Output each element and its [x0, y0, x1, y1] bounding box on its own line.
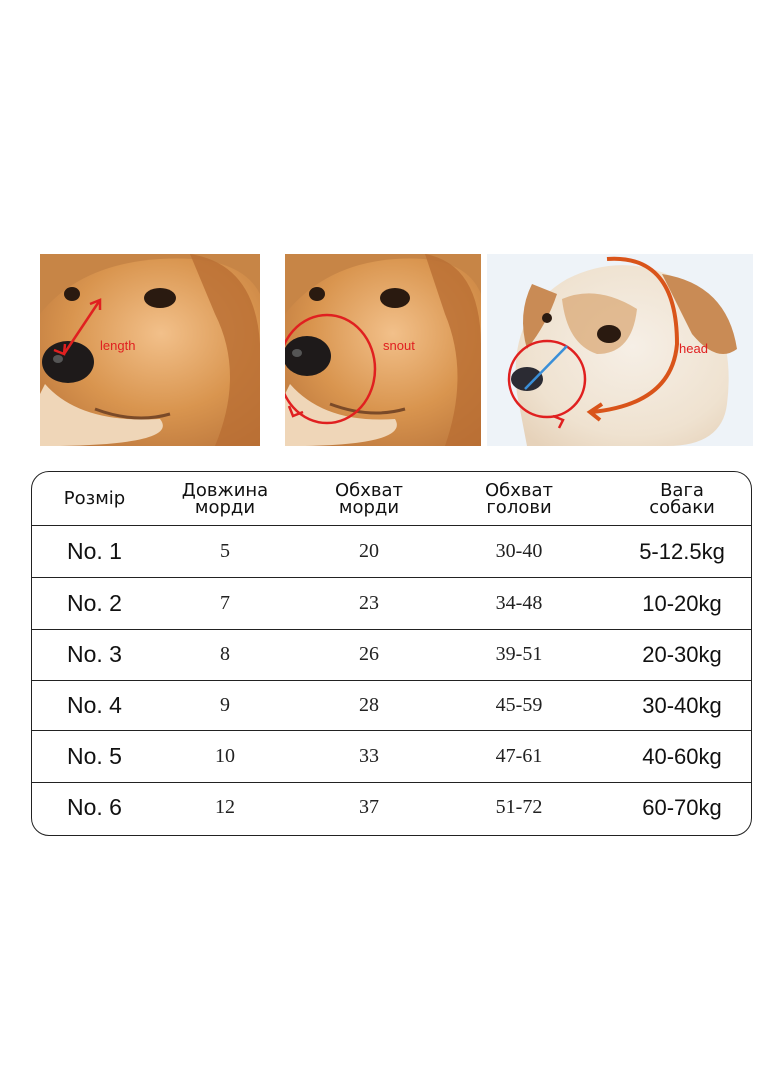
- row-divider: [32, 629, 751, 630]
- cell-size: No. 6: [67, 794, 122, 820]
- dog-photo-length: length: [40, 254, 260, 446]
- cell-snout: 26: [359, 643, 379, 665]
- cell-head: 39-51: [495, 643, 543, 665]
- cell-head: 51-72: [495, 796, 543, 818]
- cell-size: No. 4: [67, 692, 122, 718]
- row-divider: [32, 577, 751, 578]
- row-divider: [32, 730, 751, 731]
- dog-photo-head: head: [487, 254, 753, 446]
- cell-head: 30-40: [495, 540, 543, 562]
- table-row: No. 5 10 33 47-61 40-60kg: [32, 731, 751, 782]
- cell-head: 47-61: [495, 745, 543, 767]
- cell-length: 7: [220, 592, 230, 614]
- table-row: No. 2 7 23 34-48 10-20kg: [32, 578, 751, 629]
- cell-weight: 10-20kg: [642, 590, 722, 616]
- cell-head: 34-48: [495, 592, 543, 614]
- cell-size: No. 3: [67, 641, 122, 667]
- cell-snout: 20: [359, 540, 379, 562]
- cell-weight: 40-60kg: [642, 743, 722, 769]
- cell-snout: 33: [359, 745, 379, 767]
- cell-weight: 20-30kg: [642, 641, 722, 667]
- dog-photo-snout: snout: [285, 254, 481, 446]
- cell-size: No. 1: [67, 538, 122, 564]
- table-row: No. 3 8 26 39-51 20-30kg: [32, 629, 751, 680]
- snout-label: snout: [383, 338, 415, 353]
- cell-snout: 28: [359, 694, 379, 716]
- cell-length: 10: [215, 745, 235, 767]
- cell-size: No. 5: [67, 743, 122, 769]
- table-row: No. 1 5 20 30-40 5-12.5kg: [32, 526, 751, 577]
- cell-length: 5: [220, 540, 230, 562]
- length-label: length: [100, 338, 136, 353]
- cell-size: No. 2: [67, 590, 122, 616]
- table-header: Розмір Довжина морди Обхват морди Обхват…: [32, 472, 751, 525]
- table-row: No. 4 9 28 45-59 30-40kg: [32, 680, 751, 731]
- row-divider: [32, 525, 751, 526]
- header-size: Розмір: [63, 488, 126, 509]
- cell-head: 45-59: [495, 694, 543, 716]
- row-divider: [32, 680, 751, 681]
- header-dog-weight: Вага собаки: [649, 479, 715, 518]
- table-row: No. 6 12 37 51-72 60-70kg: [32, 782, 751, 833]
- row-divider: [32, 782, 751, 783]
- cell-weight: 60-70kg: [642, 794, 722, 820]
- header-muzzle-length: Довжина морди: [181, 479, 269, 518]
- cell-snout: 23: [359, 592, 379, 614]
- size-table: Розмір Довжина морди Обхват морди Обхват…: [31, 471, 752, 836]
- cell-length: 9: [220, 694, 230, 716]
- header-muzzle-circumference: Обхват морди: [334, 479, 404, 518]
- cell-weight: 5-12.5kg: [639, 538, 725, 564]
- cell-snout: 37: [359, 796, 379, 818]
- cell-weight: 30-40kg: [642, 692, 722, 718]
- cell-length: 8: [220, 643, 230, 665]
- cell-length: 12: [215, 796, 235, 818]
- head-label: head: [679, 341, 708, 356]
- header-head-circumference: Обхват голови: [484, 479, 554, 518]
